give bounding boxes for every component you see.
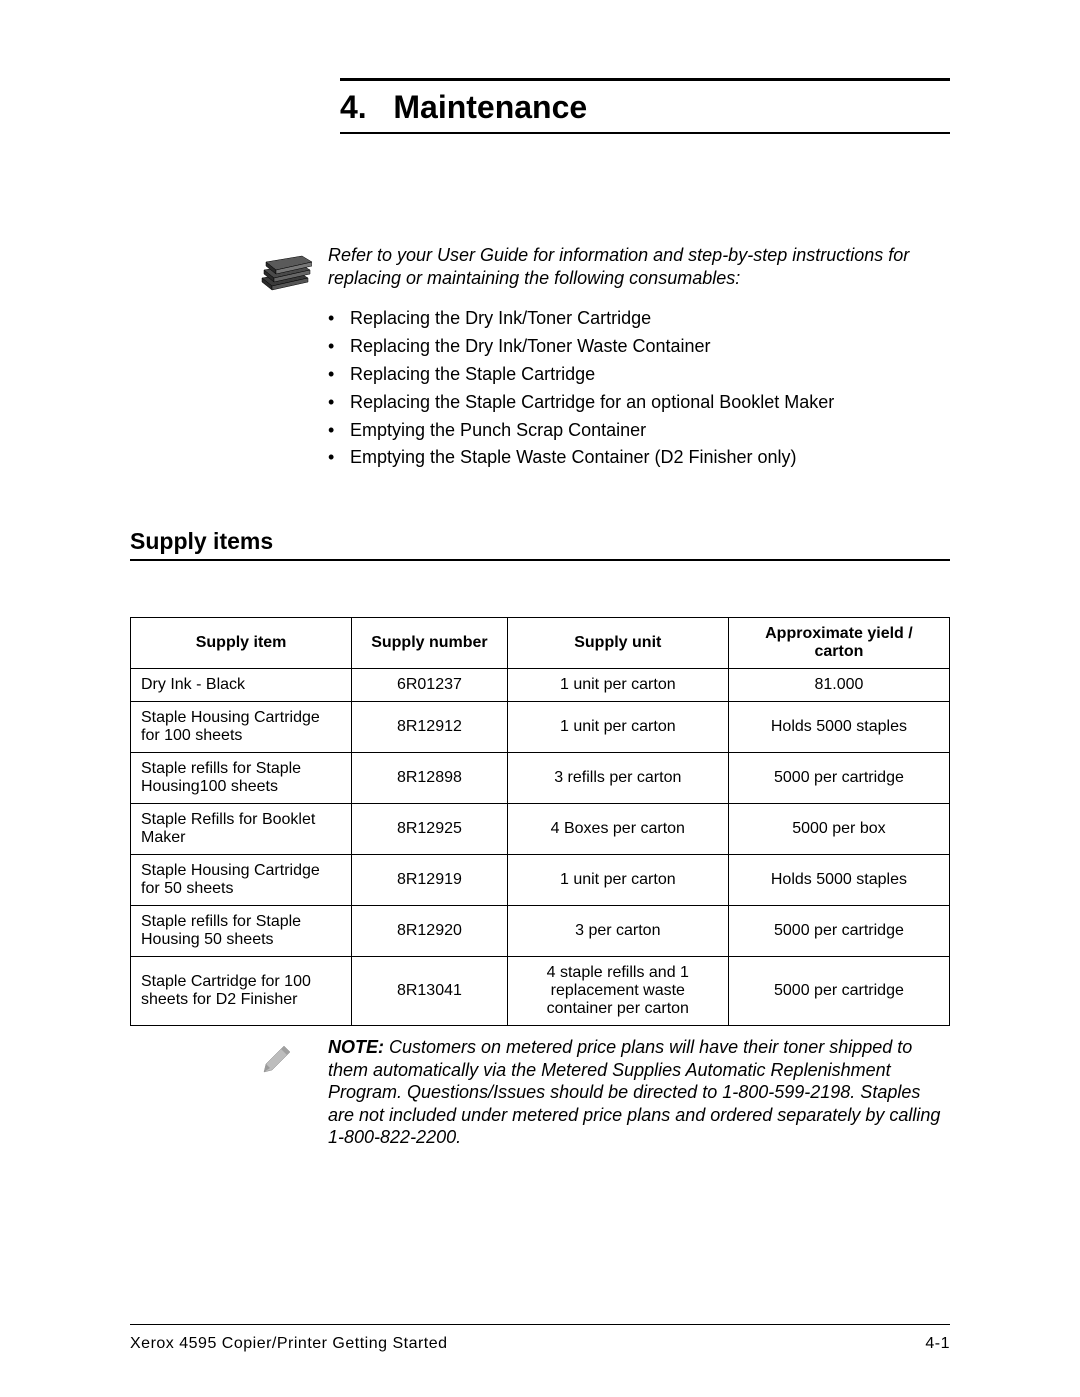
cell-unit: 1 unit per carton bbox=[507, 702, 728, 753]
cell-yield: 5000 per box bbox=[728, 804, 949, 855]
section-heading: Supply items bbox=[130, 528, 950, 555]
note-body: Customers on metered price plans will ha… bbox=[328, 1037, 940, 1147]
bullet-item: Replacing the Staple Cartridge bbox=[328, 361, 950, 389]
cell-yield: 5000 per cartridge bbox=[728, 957, 949, 1026]
cell-yield: Holds 5000 staples bbox=[728, 855, 949, 906]
supply-table: Supply item Supply number Supply unit Ap… bbox=[130, 617, 950, 1026]
cell-unit: 3 per carton bbox=[507, 906, 728, 957]
bullet-item: Emptying the Staple Waste Container (D2 … bbox=[328, 444, 950, 472]
cell-item: Staple refills for Staple Housing 50 she… bbox=[131, 906, 352, 957]
table-row: Staple Housing Cartridge for 50 sheets 8… bbox=[131, 855, 950, 906]
th-supply-item: Supply item bbox=[131, 618, 352, 669]
cell-unit: 1 unit per carton bbox=[507, 669, 728, 702]
cell-number: 8R13041 bbox=[352, 957, 508, 1026]
intro-block: Refer to your User Guide for information… bbox=[258, 244, 950, 297]
footer-right: 4-1 bbox=[925, 1335, 950, 1353]
cell-number: 8R12898 bbox=[352, 753, 508, 804]
cell-yield: 5000 per cartridge bbox=[728, 753, 949, 804]
note-label: NOTE: bbox=[328, 1037, 384, 1057]
page: 4. Maintenance Refer to your User Guide … bbox=[0, 0, 1080, 1397]
table-row: Staple Refills for Booklet Maker 8R12925… bbox=[131, 804, 950, 855]
intro-text: Refer to your User Guide for information… bbox=[328, 244, 950, 289]
cell-unit: 3 refills per carton bbox=[507, 753, 728, 804]
table-row: Staple Housing Cartridge for 100 sheets … bbox=[131, 702, 950, 753]
cell-yield: 81.000 bbox=[728, 669, 949, 702]
cell-item: Staple Cartridge for 100 sheets for D2 F… bbox=[131, 957, 352, 1026]
cell-number: 6R01237 bbox=[352, 669, 508, 702]
table-row: Staple refills for Staple Housing 50 she… bbox=[131, 906, 950, 957]
table-header-row: Supply item Supply number Supply unit Ap… bbox=[131, 618, 950, 669]
th-yield: Approximate yield / carton bbox=[728, 618, 949, 669]
table-row: Dry Ink - Black 6R01237 1 unit per carto… bbox=[131, 669, 950, 702]
chapter-name: Maintenance bbox=[393, 89, 587, 125]
cell-number: 8R12925 bbox=[352, 804, 508, 855]
chapter-title: 4. Maintenance bbox=[340, 85, 950, 132]
cell-yield: 5000 per cartridge bbox=[728, 906, 949, 957]
books-icon bbox=[258, 244, 328, 297]
chapter-number: 4. bbox=[340, 89, 367, 125]
th-supply-number: Supply number bbox=[352, 618, 508, 669]
footer-left: Xerox 4595 Copier/Printer Getting Starte… bbox=[130, 1335, 448, 1353]
note-block: NOTE: Customers on metered price plans w… bbox=[258, 1036, 950, 1149]
footer-rule bbox=[130, 1324, 950, 1325]
note-text: NOTE: Customers on metered price plans w… bbox=[328, 1036, 950, 1149]
cell-item: Dry Ink - Black bbox=[131, 669, 352, 702]
cell-item: Staple Housing Cartridge for 50 sheets bbox=[131, 855, 352, 906]
th-supply-unit: Supply unit bbox=[507, 618, 728, 669]
bullet-item: Replacing the Staple Cartridge for an op… bbox=[328, 389, 950, 417]
bullet-item: Replacing the Dry Ink/Toner Cartridge bbox=[328, 305, 950, 333]
cell-number: 8R12920 bbox=[352, 906, 508, 957]
cell-number: 8R12919 bbox=[352, 855, 508, 906]
section-rule bbox=[130, 559, 950, 561]
bullet-item: Replacing the Dry Ink/Toner Waste Contai… bbox=[328, 333, 950, 361]
table-row: Staple refills for Staple Housing100 she… bbox=[131, 753, 950, 804]
cell-unit: 1 unit per carton bbox=[507, 855, 728, 906]
cell-item: Staple refills for Staple Housing100 she… bbox=[131, 753, 352, 804]
chapter-rule-top bbox=[340, 78, 950, 81]
bullet-list: Replacing the Dry Ink/Toner Cartridge Re… bbox=[328, 305, 950, 472]
cell-yield: Holds 5000 staples bbox=[728, 702, 949, 753]
pencil-icon bbox=[258, 1036, 328, 1083]
cell-item: Staple Refills for Booklet Maker bbox=[131, 804, 352, 855]
chapter-rule-bottom bbox=[340, 132, 950, 134]
cell-unit: 4 Boxes per carton bbox=[507, 804, 728, 855]
cell-number: 8R12912 bbox=[352, 702, 508, 753]
table-row: Staple Cartridge for 100 sheets for D2 F… bbox=[131, 957, 950, 1026]
cell-unit: 4 staple refills and 1 replacement waste… bbox=[507, 957, 728, 1026]
cell-item: Staple Housing Cartridge for 100 sheets bbox=[131, 702, 352, 753]
footer: Xerox 4595 Copier/Printer Getting Starte… bbox=[130, 1335, 950, 1353]
bullet-item: Emptying the Punch Scrap Container bbox=[328, 417, 950, 445]
